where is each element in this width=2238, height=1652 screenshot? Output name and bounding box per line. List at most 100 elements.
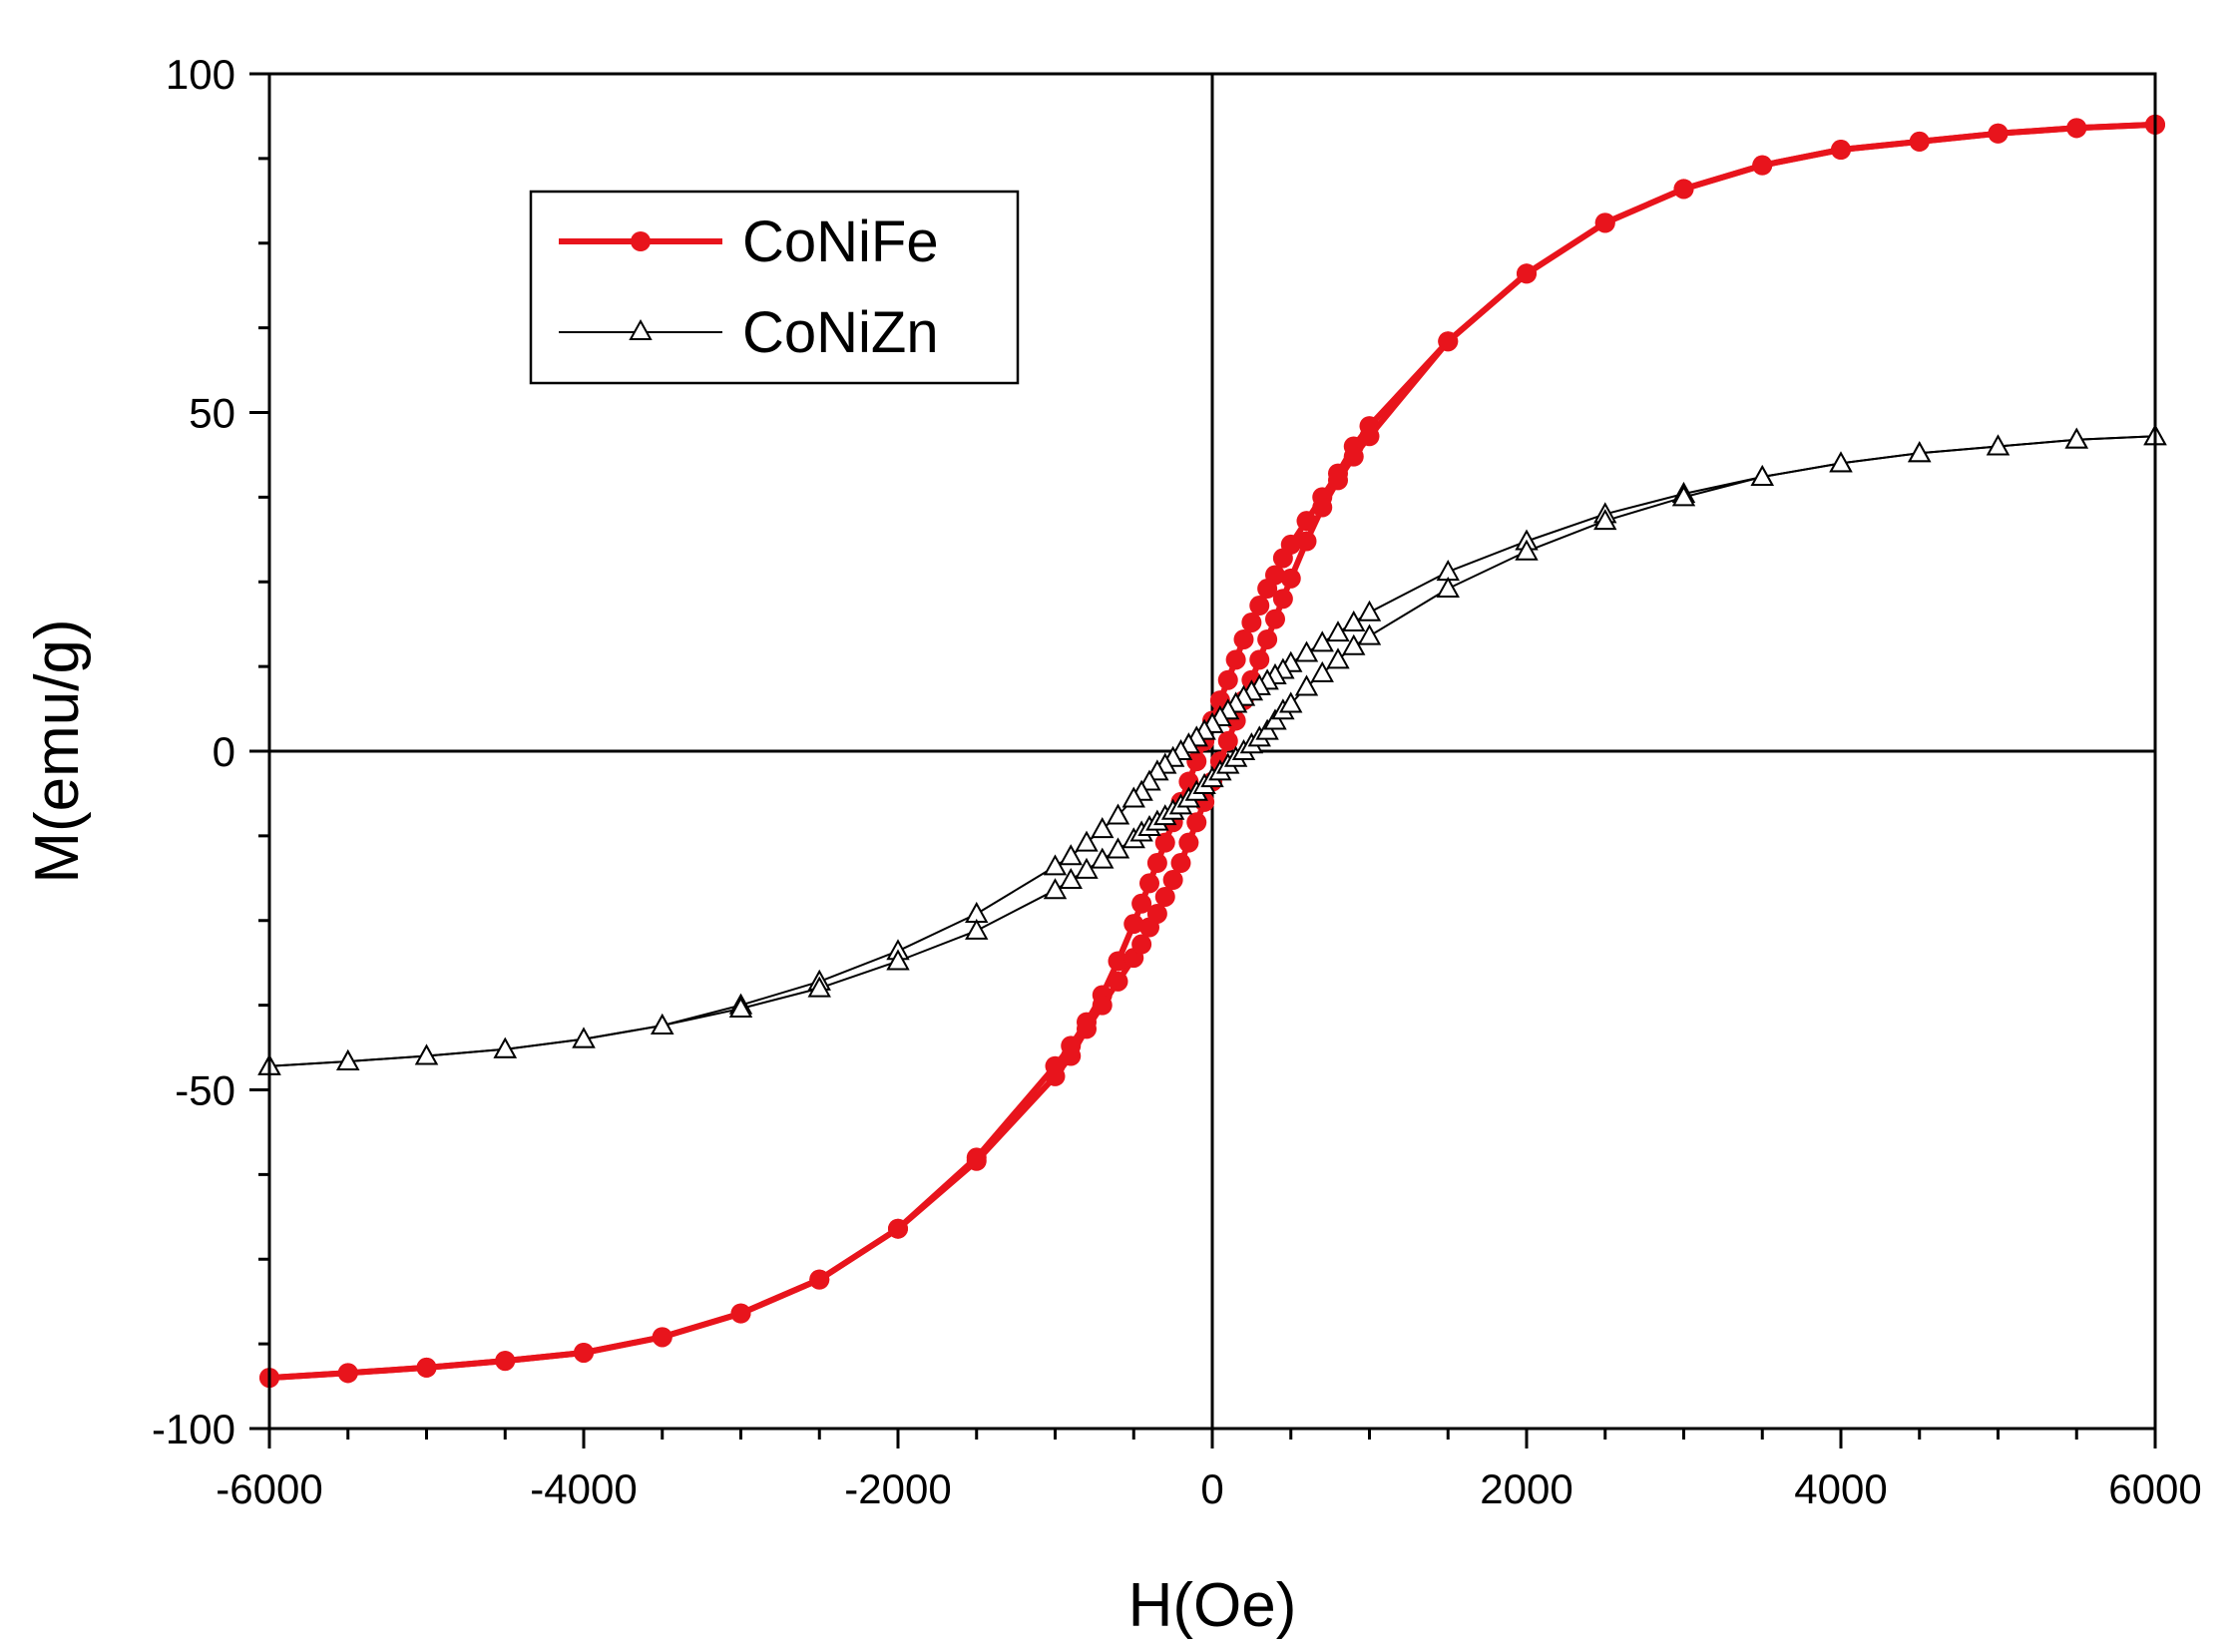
data-point-conizn bbox=[1593, 509, 1617, 531]
data-point-conizn bbox=[1829, 451, 1853, 473]
data-point-conife bbox=[1752, 155, 1773, 176]
data-point-conife bbox=[1909, 131, 1930, 152]
data-point-conizn bbox=[1255, 718, 1279, 740]
data-point-conizn bbox=[336, 1048, 360, 1070]
data-point-conife bbox=[1233, 628, 1254, 649]
data-point-conife bbox=[1257, 628, 1278, 649]
y-tick-label: -100 bbox=[152, 1406, 235, 1452]
data-point-conife bbox=[809, 1269, 830, 1290]
data-point-conife bbox=[1146, 903, 1167, 924]
data-point-conife bbox=[966, 1150, 987, 1171]
data-point-conizn bbox=[1671, 485, 1696, 507]
data-point-conizn bbox=[1515, 539, 1539, 561]
data-point-conife bbox=[1217, 669, 1238, 690]
data-point-conizn bbox=[807, 976, 831, 998]
data-point-conife bbox=[1831, 140, 1851, 161]
data-point-conizn bbox=[1342, 610, 1366, 631]
data-point-conife bbox=[1265, 609, 1285, 629]
data-point-conife bbox=[1154, 832, 1175, 853]
data-point-conife bbox=[574, 1342, 594, 1363]
data-point-conizn bbox=[1986, 434, 2011, 456]
data-point-conife bbox=[1186, 812, 1207, 833]
data-point-conizn bbox=[1294, 674, 1319, 696]
data-point-conizn bbox=[965, 918, 989, 940]
data-point-conife bbox=[1296, 531, 1317, 552]
data-point-conizn bbox=[414, 1043, 439, 1065]
data-point-conife bbox=[888, 1218, 908, 1239]
data-point-conizn bbox=[1326, 647, 1350, 669]
data-point-conife bbox=[1241, 612, 1262, 632]
data-point-conife bbox=[495, 1351, 516, 1372]
data-point-conife bbox=[1328, 470, 1348, 491]
data-point-conife bbox=[1131, 893, 1152, 914]
data-point-conife bbox=[337, 1363, 358, 1384]
data-point-conizn bbox=[1106, 803, 1130, 825]
data-point-conife bbox=[1123, 914, 1144, 935]
data-point-conife bbox=[1154, 886, 1175, 907]
series-conizn bbox=[257, 424, 2167, 1075]
data-point-conizn bbox=[1342, 633, 1366, 655]
data-point-conife bbox=[1673, 179, 1694, 200]
data-point-conizn bbox=[1059, 867, 1083, 890]
data-point-conizn bbox=[1436, 576, 1460, 599]
data-point-conizn bbox=[1908, 441, 1932, 463]
data-point-conife bbox=[1077, 1019, 1097, 1039]
legend-box bbox=[529, 190, 1020, 385]
data-point-conizn bbox=[651, 1013, 674, 1034]
data-point-conife bbox=[1594, 212, 1615, 233]
data-point-conizn bbox=[1043, 878, 1068, 900]
data-point-conife bbox=[652, 1327, 672, 1348]
data-point-conife bbox=[1146, 853, 1167, 874]
data-point-conife bbox=[1139, 873, 1159, 894]
data-point-conizn bbox=[1294, 640, 1319, 662]
data-point-conizn bbox=[1075, 830, 1099, 852]
data-point-conizn bbox=[1091, 847, 1115, 869]
ticks-layer: -6000 -4000 -2000 0 2000 4000 6000 -100 -50 0 50 10… bbox=[152, 51, 2202, 1512]
data-point-conizn bbox=[1075, 857, 1099, 879]
data-point-conife bbox=[1249, 649, 1270, 670]
data-point-conife bbox=[1272, 589, 1293, 610]
data-point-conife bbox=[1178, 832, 1199, 853]
zero-lines bbox=[269, 74, 2155, 1429]
data-point-conife bbox=[416, 1357, 437, 1378]
data-point-conife bbox=[1988, 123, 2009, 144]
data-point-conife bbox=[1257, 579, 1278, 600]
data-point-conife bbox=[1225, 649, 1246, 670]
data-point-conizn bbox=[2064, 427, 2088, 449]
data-point-conife bbox=[1296, 511, 1317, 532]
x-tick-label: 4000 bbox=[1794, 1465, 1887, 1512]
x-tick-label: -2000 bbox=[844, 1465, 951, 1512]
data-point-conizn bbox=[1310, 630, 1334, 652]
x-axis-title: H(Oe) bbox=[1128, 1571, 1297, 1640]
data-point-conife bbox=[1045, 1065, 1066, 1086]
y-tick-label: -50 bbox=[175, 1067, 235, 1114]
data-point-conizn bbox=[1357, 600, 1382, 621]
data-point-conizn bbox=[1106, 837, 1130, 859]
data-point-conife bbox=[2066, 118, 2087, 139]
data-point-conizn bbox=[728, 996, 753, 1019]
x-tick-label: -6000 bbox=[216, 1465, 322, 1512]
x-tick-label: 6000 bbox=[2108, 1465, 2201, 1512]
data-point-conizn bbox=[1059, 844, 1083, 866]
legend-label-conizn: CoNiZn bbox=[742, 300, 939, 365]
data-point-conife bbox=[1312, 497, 1333, 518]
y-axis-title: M(emu/g) bbox=[23, 619, 92, 883]
legend-marker-conizn bbox=[629, 318, 653, 340]
data-point-conife bbox=[1108, 951, 1128, 972]
x-tick-label: -4000 bbox=[530, 1465, 637, 1512]
data-point-conizn bbox=[1279, 691, 1303, 713]
data-point-conife bbox=[1343, 446, 1364, 467]
data-point-conizn bbox=[493, 1036, 517, 1058]
data-point-conizn bbox=[1263, 708, 1287, 730]
data-point-conizn bbox=[1043, 854, 1068, 876]
series-layer bbox=[257, 114, 2167, 1389]
legend-label-conife: CoNiFe bbox=[742, 209, 939, 274]
data-point-conife bbox=[1249, 596, 1270, 617]
data-point-conizn bbox=[1357, 623, 1382, 645]
data-point-conife bbox=[1092, 995, 1113, 1016]
legend-marker-conife bbox=[631, 231, 651, 251]
data-point-conife bbox=[1438, 331, 1459, 352]
y-tick-label: 0 bbox=[213, 728, 235, 775]
data-point-conizn bbox=[1326, 620, 1350, 642]
data-point-conife bbox=[1272, 548, 1293, 569]
